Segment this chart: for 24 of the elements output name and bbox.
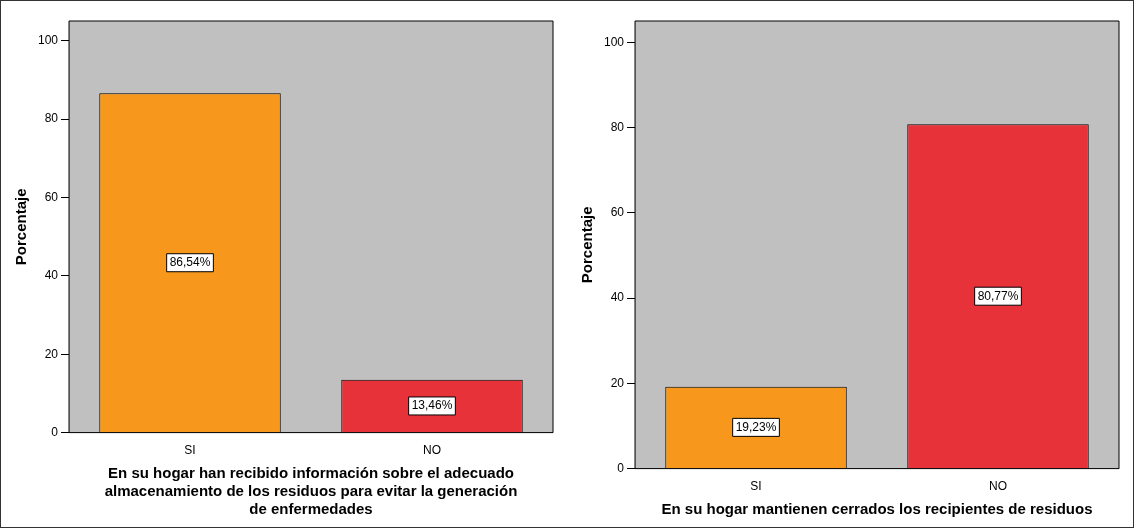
data-label: 13,46% <box>411 398 453 413</box>
x-axis-title: En su hogar mantienen cerrados los recipientes de residuos <box>661 500 1093 518</box>
y-tick-label: 0 <box>617 460 625 475</box>
x-tick-label: SI <box>184 443 196 458</box>
x-tick-label: SI <box>750 479 762 494</box>
y-axis-title: Porcentaje <box>578 206 596 284</box>
x-tick-label: NO <box>423 443 442 458</box>
y-tick-label: 0 <box>51 424 59 439</box>
x-axis-title: En su hogar han recibido información sobre el adecuado almacenamiento de los residuos para evitar la generación de enfermedades <box>104 464 518 518</box>
y-axis-title: Porcentaje <box>12 188 30 266</box>
y-tick-label: 40 <box>610 290 625 305</box>
y-tick-label: 80 <box>610 119 625 134</box>
y-tick-label: 40 <box>44 268 59 283</box>
data-label: 86,54% <box>169 255 211 270</box>
y-tick-label: 100 <box>37 32 59 47</box>
y-tick-label: 20 <box>610 375 625 390</box>
data-label: 80,77% <box>977 288 1019 303</box>
y-tick-label: 60 <box>610 205 625 220</box>
y-tick-label: 60 <box>44 189 59 204</box>
y-tick-label: 80 <box>44 111 59 126</box>
y-tick-label: 100 <box>603 34 625 49</box>
data-label: 19,23% <box>735 419 777 434</box>
y-tick-label: 20 <box>44 346 59 361</box>
x-tick-label: NO <box>989 479 1008 494</box>
